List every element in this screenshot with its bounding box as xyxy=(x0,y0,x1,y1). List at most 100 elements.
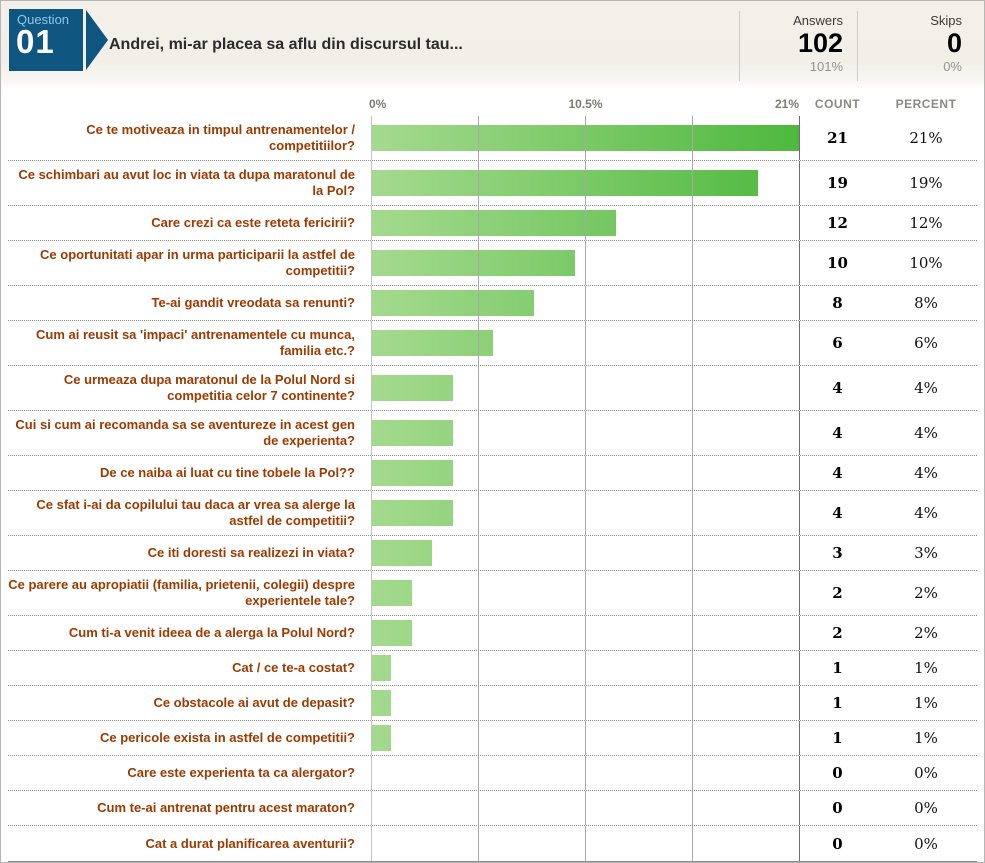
bar-track xyxy=(371,616,800,650)
grid-line-25 xyxy=(478,791,479,825)
answer-percent: 4% xyxy=(914,379,938,397)
grid-line-50 xyxy=(585,241,586,285)
grid-line-50 xyxy=(585,161,586,205)
table-row: Ce iti doresti sa realizezi in viata? 3 … xyxy=(8,536,977,571)
grid-line-25 xyxy=(478,756,479,790)
answer-count: 4 xyxy=(832,424,843,442)
question-option-label: Care crezi ca este reteta fericirii? xyxy=(151,215,355,230)
grid-line-0 xyxy=(371,616,372,650)
answer-count: 4 xyxy=(832,464,843,482)
grid-line-25 xyxy=(478,456,479,490)
grid-line-25 xyxy=(478,721,479,755)
grid-line-0 xyxy=(371,571,372,615)
grid-line-75 xyxy=(692,651,693,685)
grid-line-75 xyxy=(692,826,693,861)
bar-track xyxy=(371,366,800,410)
grid-line-0 xyxy=(371,456,372,490)
grid-line-25 xyxy=(478,536,479,570)
grid-line-0 xyxy=(371,411,372,455)
answer-percent: 1% xyxy=(914,694,938,712)
bar-track xyxy=(371,826,800,861)
grid-line-75 xyxy=(692,241,693,285)
answer-percent: 2% xyxy=(914,584,938,602)
answer-percent: 3% xyxy=(914,544,938,562)
bar-track xyxy=(371,571,800,615)
grid-line-0 xyxy=(371,366,372,410)
answer-percent: 0% xyxy=(914,764,938,782)
question-title: Andrei, mi-ar placea sa aflu din discurs… xyxy=(109,36,463,53)
answer-count: 12 xyxy=(827,214,848,232)
grid-line-50 xyxy=(585,791,586,825)
answer-bar xyxy=(371,290,535,316)
answer-bar xyxy=(371,725,392,751)
answer-percent: 2% xyxy=(914,624,938,642)
grid-line-50 xyxy=(585,491,586,535)
table-row: Cum ti-a venit ideea de a alerga la Polu… xyxy=(8,616,977,651)
grid-line-50 xyxy=(585,536,586,570)
grid-line-0 xyxy=(371,491,372,535)
answer-count: 8 xyxy=(832,294,843,312)
answer-bar xyxy=(371,420,453,446)
answer-bar xyxy=(371,690,392,716)
answer-count: 1 xyxy=(832,694,843,712)
answer-bar xyxy=(371,655,392,681)
skips-stat: Skips 0 0% xyxy=(857,11,984,81)
answer-count: 4 xyxy=(832,379,843,397)
grid-line-0 xyxy=(371,651,372,685)
table-row: Cum te-ai antrenat pentru acest maraton?… xyxy=(8,791,977,826)
percent-column-header: PERCENT xyxy=(895,97,957,111)
grid-line-75 xyxy=(692,116,693,160)
grid-line-25 xyxy=(478,616,479,650)
bar-track xyxy=(371,791,800,825)
answer-count: 2 xyxy=(832,624,843,642)
question-option-label: Ce pericole exista in astfel de competit… xyxy=(99,730,355,745)
table-row: Ce obstacole ai avut de depasit? 1 1% xyxy=(8,686,977,721)
grid-line-0 xyxy=(371,826,372,861)
answer-bar xyxy=(371,500,453,526)
results-rows: Ce te motiveaza in timpul antrenamentelo… xyxy=(8,116,977,862)
grid-line-25 xyxy=(478,366,479,410)
grid-line-50 xyxy=(585,756,586,790)
bar-track xyxy=(371,286,800,320)
grid-line-0 xyxy=(371,241,372,285)
table-row: Te-ai gandit vreodata sa renunti? 8 8% xyxy=(8,286,977,321)
answer-bar xyxy=(371,330,494,356)
grid-line-25 xyxy=(478,826,479,861)
bar-track xyxy=(371,206,800,240)
table-row: Cui si cum ai recomanda sa se aventureze… xyxy=(8,411,977,456)
answer-count: 10 xyxy=(827,254,848,272)
question-option-label: Te-ai gandit vreodata sa renunti? xyxy=(151,295,355,310)
grid-line-50 xyxy=(585,721,586,755)
answer-percent: 12% xyxy=(909,214,943,232)
grid-line-0 xyxy=(371,721,372,755)
question-badge: Question 01 xyxy=(9,9,108,71)
table-row: Ce schimbari au avut loc in viata ta dup… xyxy=(8,161,977,206)
grid-line-0 xyxy=(371,206,372,240)
grid-line-25 xyxy=(478,571,479,615)
grid-line-75 xyxy=(692,411,693,455)
grid-line-25 xyxy=(478,116,479,160)
answers-percent: 101% xyxy=(809,59,843,75)
question-option-label: Cum ti-a venit ideea de a alerga la Polu… xyxy=(68,625,355,640)
grid-line-75 xyxy=(692,721,693,755)
grid-line-50 xyxy=(585,116,586,160)
axis-ticks: 0% 10.5% 21% xyxy=(369,89,800,116)
grid-line-25 xyxy=(478,286,479,320)
question-option-label: Ce parere au apropiatii (familia, priete… xyxy=(8,577,355,608)
grid-line-50 xyxy=(585,286,586,320)
grid-line-75 xyxy=(692,571,693,615)
grid-line-0 xyxy=(371,536,372,570)
answer-count: 0 xyxy=(832,799,843,817)
answer-percent: 4% xyxy=(914,464,938,482)
grid-line-75 xyxy=(692,686,693,720)
bar-track xyxy=(371,491,800,535)
grid-line-25 xyxy=(478,686,479,720)
table-row: Cat / ce te-a costat? 1 1% xyxy=(8,651,977,686)
table-row: Ce sfat i-ai da copilului tau daca ar vr… xyxy=(8,491,977,536)
answer-percent: 1% xyxy=(914,729,938,747)
answer-percent: 6% xyxy=(914,334,938,352)
answer-percent: 21% xyxy=(909,129,943,147)
answers-label: Answers xyxy=(793,13,843,28)
bar-track xyxy=(371,756,800,790)
